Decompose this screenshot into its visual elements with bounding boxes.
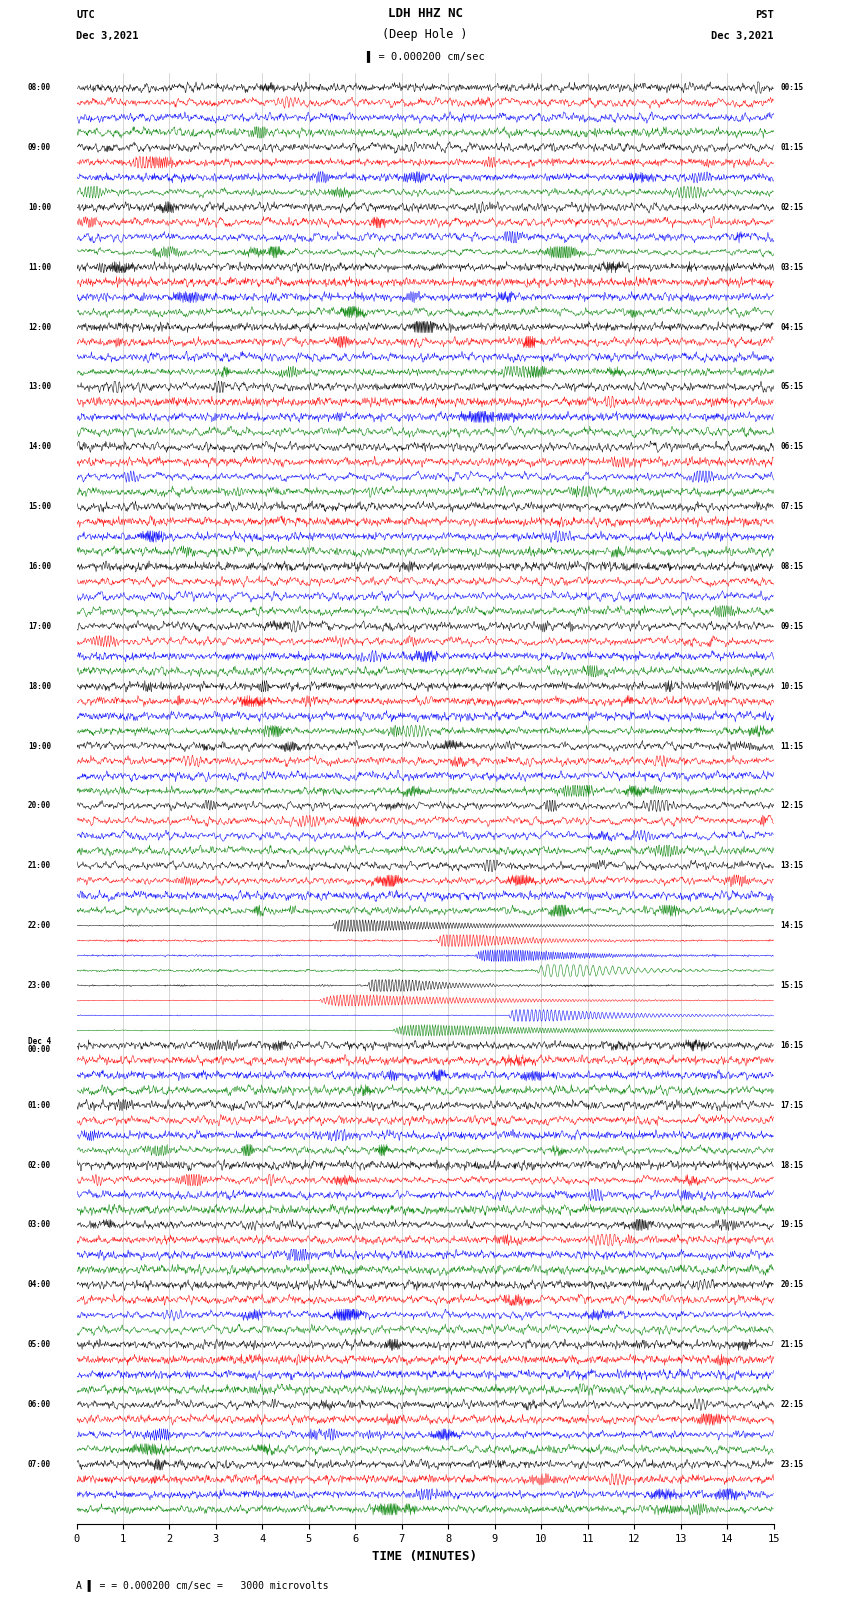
Text: 14:00: 14:00 (28, 442, 51, 452)
Text: 07:00: 07:00 (28, 1460, 51, 1469)
X-axis label: TIME (MINUTES): TIME (MINUTES) (372, 1550, 478, 1563)
Text: 18:15: 18:15 (780, 1161, 803, 1169)
Text: 10:00: 10:00 (28, 203, 51, 211)
Text: 14:15: 14:15 (780, 921, 803, 931)
Text: LDH HHZ NC: LDH HHZ NC (388, 8, 462, 21)
Text: 05:15: 05:15 (780, 382, 803, 392)
Text: ▌ = 0.000200 cm/sec: ▌ = 0.000200 cm/sec (366, 50, 484, 63)
Text: 12:00: 12:00 (28, 323, 51, 332)
Text: 00:00: 00:00 (28, 1045, 51, 1053)
Text: 00:15: 00:15 (780, 82, 803, 92)
Text: 08:00: 08:00 (28, 82, 51, 92)
Text: 10:15: 10:15 (780, 682, 803, 690)
Text: 16:00: 16:00 (28, 561, 51, 571)
Text: 07:15: 07:15 (780, 502, 803, 511)
Text: 06:15: 06:15 (780, 442, 803, 452)
Text: 01:00: 01:00 (28, 1100, 51, 1110)
Text: 15:15: 15:15 (780, 981, 803, 990)
Text: 16:15: 16:15 (780, 1040, 803, 1050)
Text: 21:00: 21:00 (28, 861, 51, 871)
Text: 03:15: 03:15 (780, 263, 803, 271)
Text: 18:00: 18:00 (28, 682, 51, 690)
Text: 09:15: 09:15 (780, 623, 803, 631)
Text: 01:15: 01:15 (780, 144, 803, 152)
Text: 04:15: 04:15 (780, 323, 803, 332)
Text: 09:00: 09:00 (28, 144, 51, 152)
Text: 03:00: 03:00 (28, 1221, 51, 1229)
Text: 02:15: 02:15 (780, 203, 803, 211)
Text: 08:15: 08:15 (780, 561, 803, 571)
Text: 19:00: 19:00 (28, 742, 51, 750)
Text: 05:00: 05:00 (28, 1340, 51, 1348)
Text: 17:15: 17:15 (780, 1100, 803, 1110)
Text: 02:00: 02:00 (28, 1161, 51, 1169)
Text: 04:00: 04:00 (28, 1281, 51, 1289)
Text: 21:15: 21:15 (780, 1340, 803, 1348)
Text: 22:15: 22:15 (780, 1400, 803, 1410)
Text: Dec 3,2021: Dec 3,2021 (711, 31, 774, 40)
Text: 12:15: 12:15 (780, 802, 803, 810)
Text: 11:15: 11:15 (780, 742, 803, 750)
Text: 15:00: 15:00 (28, 502, 51, 511)
Text: 06:00: 06:00 (28, 1400, 51, 1410)
Text: (Deep Hole ): (Deep Hole ) (382, 27, 468, 40)
Text: 19:15: 19:15 (780, 1221, 803, 1229)
Text: 22:00: 22:00 (28, 921, 51, 931)
Text: 23:00: 23:00 (28, 981, 51, 990)
Text: Dec 4: Dec 4 (28, 1037, 51, 1047)
Text: 20:15: 20:15 (780, 1281, 803, 1289)
Text: 11:00: 11:00 (28, 263, 51, 271)
Text: UTC: UTC (76, 10, 95, 21)
Text: 20:00: 20:00 (28, 802, 51, 810)
Text: 17:00: 17:00 (28, 623, 51, 631)
Text: 23:15: 23:15 (780, 1460, 803, 1469)
Text: 13:15: 13:15 (780, 861, 803, 871)
Text: Dec 3,2021: Dec 3,2021 (76, 31, 139, 40)
Text: PST: PST (755, 10, 774, 21)
Text: A ▌ = = 0.000200 cm/sec =   3000 microvolts: A ▌ = = 0.000200 cm/sec = 3000 microvolt… (76, 1579, 329, 1592)
Text: 13:00: 13:00 (28, 382, 51, 392)
